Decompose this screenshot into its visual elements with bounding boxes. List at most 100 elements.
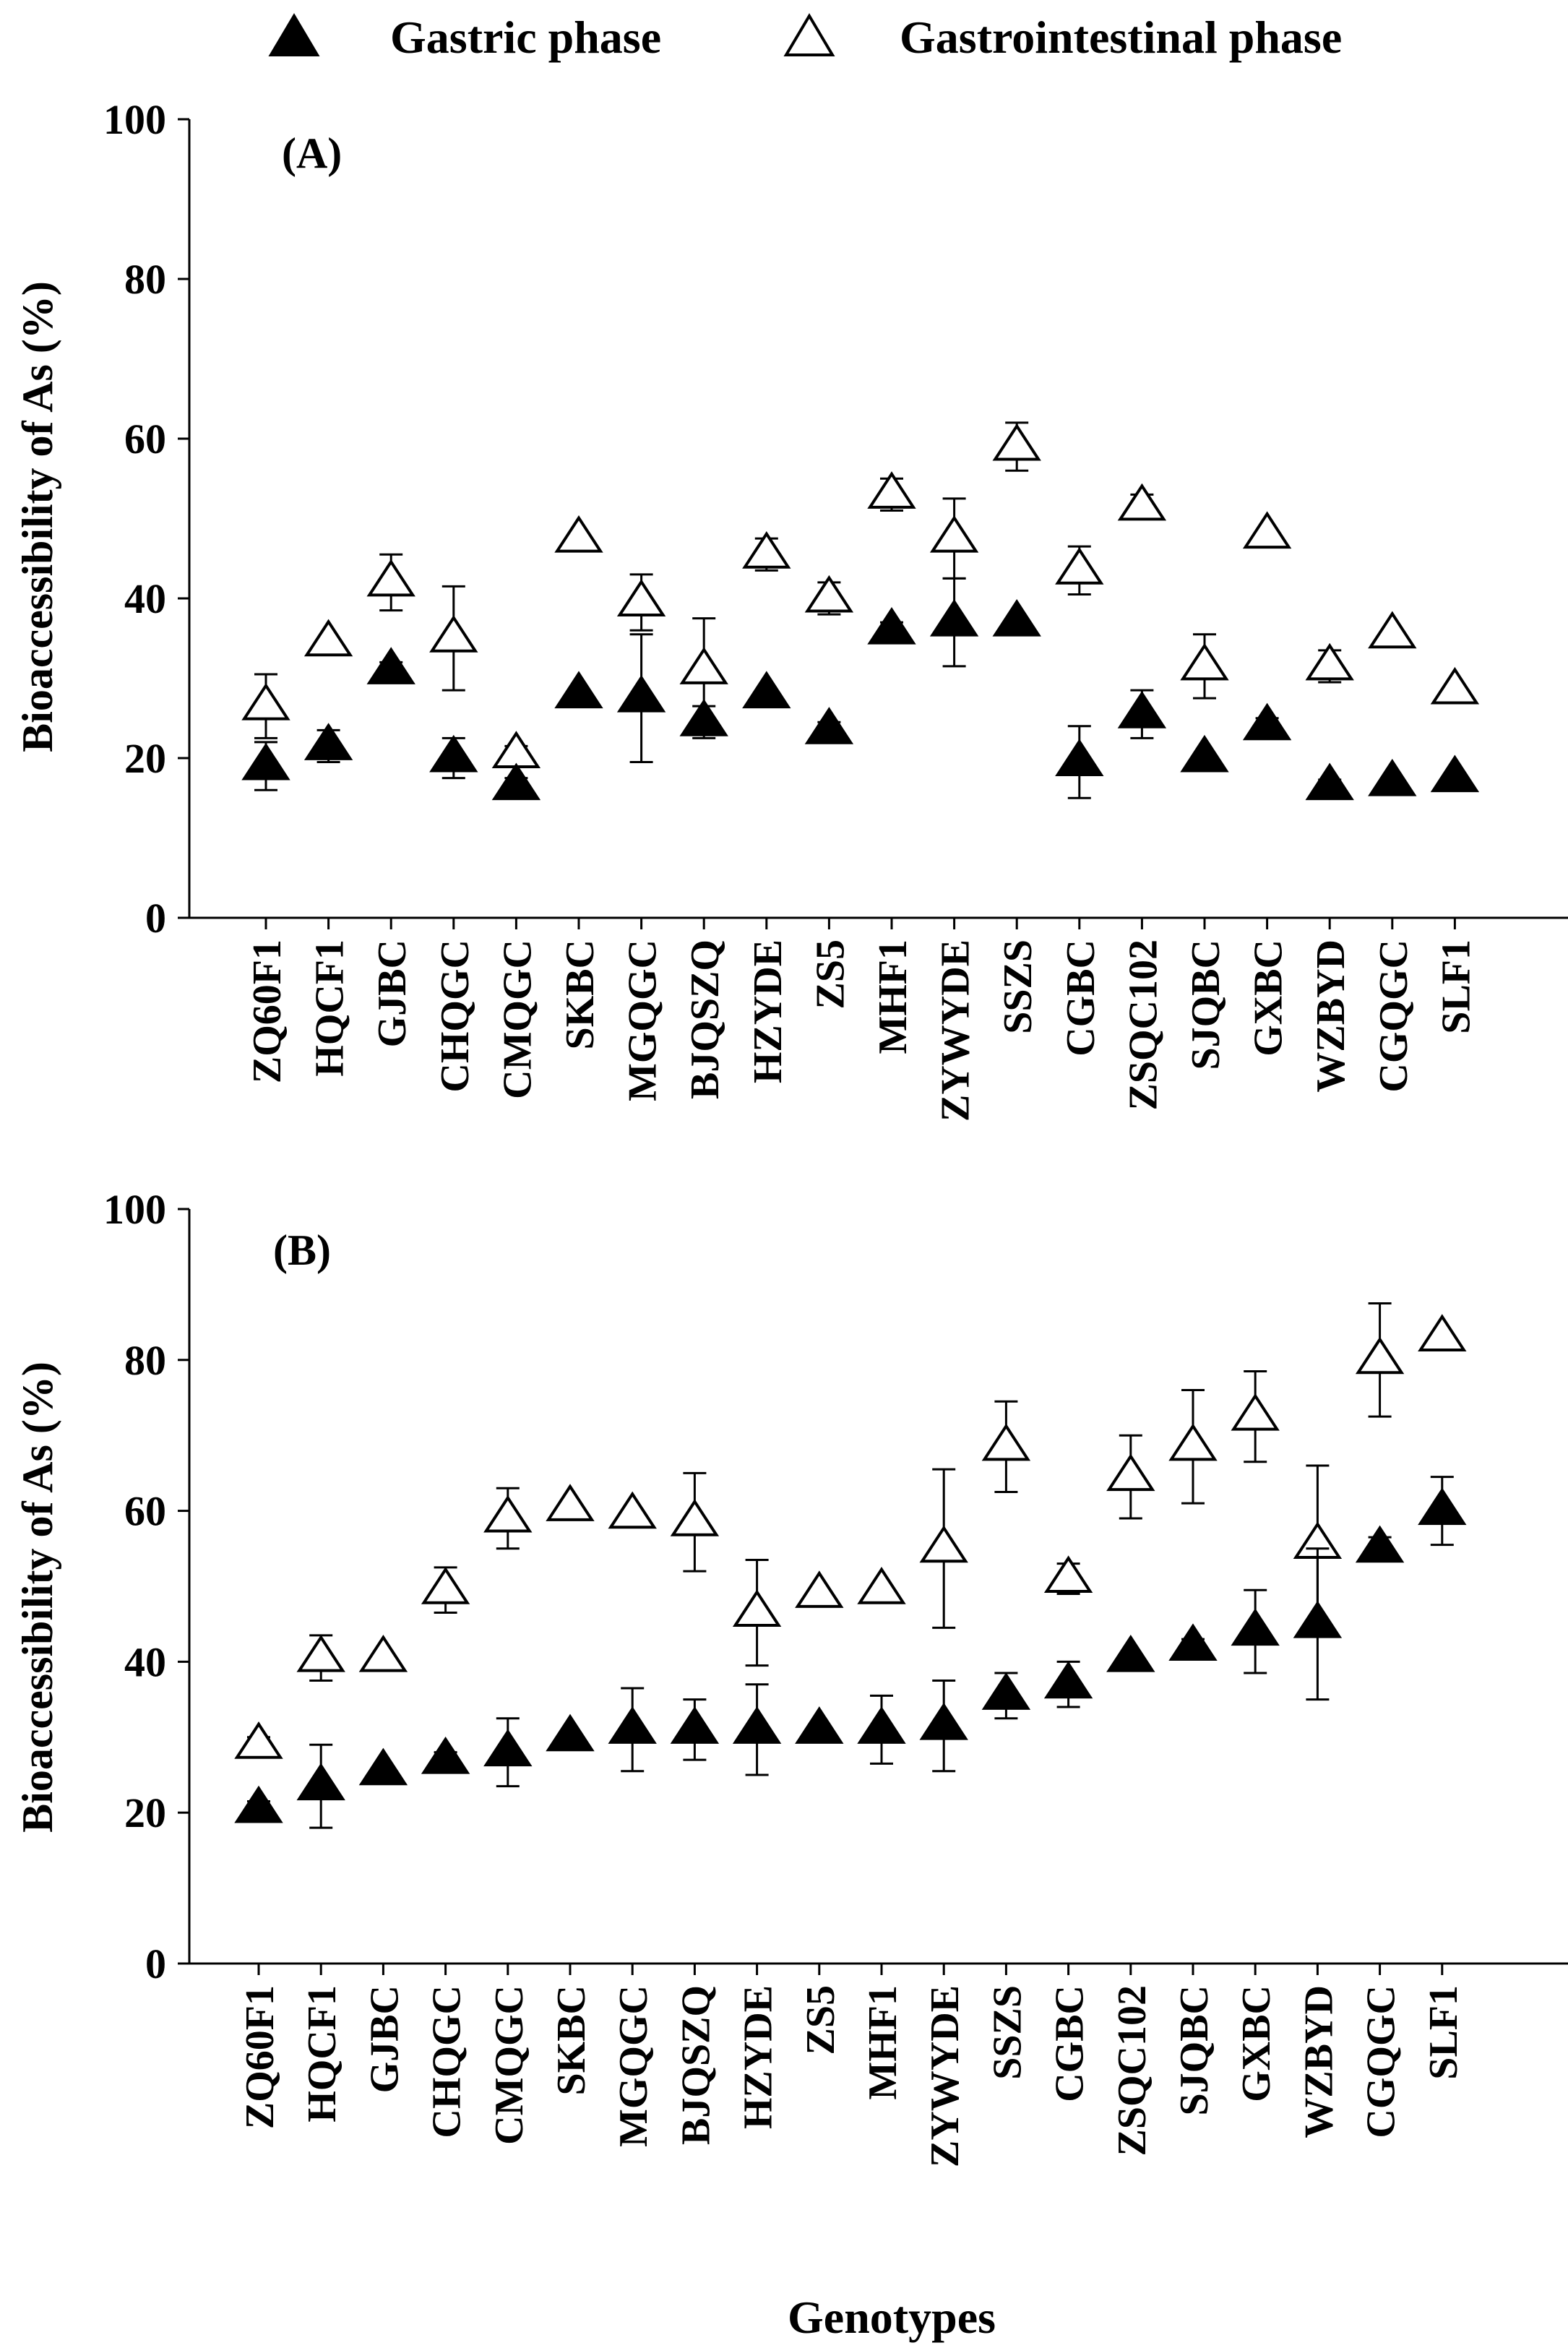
- gi-point: [1355, 1336, 1405, 1375]
- x-category-label: ZS5: [808, 939, 853, 1010]
- x-category-label: GXBC: [1246, 939, 1291, 1057]
- x-category-label: WZBYD: [1309, 939, 1353, 1093]
- y-tick-label: 60: [124, 416, 166, 463]
- gi-point: [1231, 1393, 1280, 1431]
- x-category-label: MHF1: [861, 1985, 905, 2100]
- gi-point: [1368, 611, 1417, 649]
- gi-point: [857, 1567, 906, 1604]
- legend-gastric-marker: [268, 13, 320, 56]
- gastric-point: [546, 1713, 595, 1752]
- x-category-label: ZQ60F1: [245, 939, 290, 1083]
- x-category-label: SLF1: [1421, 1985, 1466, 2080]
- x-category-label: CGQGC: [1371, 939, 1416, 1093]
- x-category-label: HZYDE: [746, 939, 791, 1083]
- gastric-point: [1242, 702, 1292, 741]
- gastric-point: [1180, 734, 1229, 773]
- x-category-label: CHQGC: [433, 939, 478, 1093]
- panel-a-categories: ZQ60F1 HQCF1 GJBC CHQGC CMQGC SKBC MGQGC BJQSZQ…: [245, 939, 1478, 1122]
- gastric-point: [732, 1706, 782, 1744]
- gastric-point: [1293, 1601, 1343, 1638]
- x-category-label: SJQBC: [1172, 1985, 1217, 2116]
- x-category-label: SKBC: [558, 939, 603, 1050]
- gi-point: [241, 682, 290, 721]
- gi-point: [929, 515, 979, 553]
- panel-b-label: (B): [273, 1226, 331, 1274]
- gi-point: [992, 423, 1041, 461]
- gastric-point: [366, 647, 415, 684]
- y-tick-label: 100: [103, 96, 166, 143]
- gi-point: [804, 575, 854, 613]
- gastric-point: [1168, 1623, 1218, 1661]
- x-category-label: CMQGC: [495, 939, 540, 1099]
- gi-point: [732, 1589, 782, 1627]
- panel-b: (B) Bioaccessibility of As (%) 0 20 40 60 80…: [14, 1186, 1568, 2167]
- gastric-point: [296, 1763, 345, 1801]
- x-category-label: CGBC: [1048, 1985, 1093, 2102]
- gastric-point: [1368, 758, 1417, 796]
- gastric-point: [1043, 1661, 1093, 1699]
- gastric-point: [742, 671, 791, 709]
- gi-point: [1043, 1555, 1093, 1594]
- x-category-label: MHF1: [871, 939, 916, 1054]
- legend: Gastric phase Gastrointestinal phase: [268, 12, 1342, 63]
- panel-a: (A) Bioaccessibility of As (%) 0 20 40 60 80…: [14, 96, 1568, 1122]
- panel-a-points: [241, 421, 1480, 801]
- x-category-label: HZYDE: [736, 1985, 781, 2129]
- gastric-point: [358, 1747, 408, 1786]
- gastric-point: [981, 1672, 1031, 1710]
- gastric-point: [1430, 754, 1480, 793]
- x-category-label: HQCF1: [300, 1985, 345, 2123]
- y-tick-label: 20: [124, 1789, 166, 1836]
- gi-point: [1242, 511, 1292, 549]
- panel-b-axes: 0 20 40 60 80 100: [103, 1186, 1568, 1987]
- x-category-label: ZSQC102: [1110, 1985, 1155, 2156]
- gi-point: [1180, 642, 1229, 681]
- panel-a-label: (A): [282, 129, 342, 177]
- gi-point: [608, 1491, 657, 1529]
- x-category-label: ZQ60F1: [238, 1985, 283, 2129]
- legend-gi-marker: [783, 13, 835, 56]
- gastric-point: [804, 707, 854, 744]
- gi-point: [234, 1721, 283, 1759]
- legend-gi-label: Gastrointestinal phase: [900, 12, 1342, 63]
- x-category-label: MGQGC: [621, 939, 665, 1101]
- gi-point: [546, 1484, 595, 1521]
- gastric-point: [421, 1736, 470, 1774]
- gi-point: [867, 471, 916, 509]
- gi-point: [1055, 547, 1104, 585]
- y-tick-label: 20: [124, 735, 166, 782]
- gi-point: [1168, 1423, 1218, 1461]
- gastric-point: [929, 598, 979, 637]
- gastric-point: [857, 1706, 906, 1744]
- x-category-label: HQCF1: [308, 939, 353, 1077]
- gastric-point: [241, 742, 290, 780]
- y-tick-label: 40: [124, 575, 166, 622]
- panel-b-points: [234, 1302, 1467, 1829]
- gastric-point: [1418, 1487, 1467, 1526]
- panel-b-categories: ZQ60F1 HQCF1 GJBC CHQGC CMQGC SKBC MGQGC BJQSZQ…: [238, 1985, 1466, 2167]
- gi-point: [1305, 642, 1354, 681]
- y-tick-label: 100: [103, 1186, 166, 1233]
- x-category-label: CHQGC: [425, 1985, 470, 2138]
- x-category-label: SLF1: [1434, 939, 1478, 1034]
- panel-a-axes: 0 20 40 60 80 100: [103, 96, 1568, 942]
- gastric-point: [554, 671, 603, 709]
- legend-gastric-label: Gastric phase: [390, 12, 661, 63]
- gastric-point: [1355, 1525, 1405, 1563]
- gi-point: [1430, 666, 1480, 705]
- gi-point: [554, 515, 603, 553]
- gastric-point: [491, 762, 541, 801]
- gastric-point: [608, 1706, 657, 1744]
- gi-point: [742, 531, 791, 569]
- x-category-label: CMQGC: [487, 1985, 532, 2145]
- x-category-label: GJBC: [370, 939, 415, 1047]
- panel-a-ylabel: Bioaccessibility of As (%): [14, 281, 61, 752]
- x-category-label: CGQGC: [1359, 1985, 1404, 2138]
- gastric-point: [670, 1706, 720, 1744]
- gastric-point: [616, 674, 666, 713]
- gastric-point: [1305, 762, 1354, 801]
- x-category-label: GJBC: [362, 1985, 407, 2093]
- gi-point: [670, 1499, 720, 1536]
- x-category-label: SJQBC: [1184, 939, 1228, 1070]
